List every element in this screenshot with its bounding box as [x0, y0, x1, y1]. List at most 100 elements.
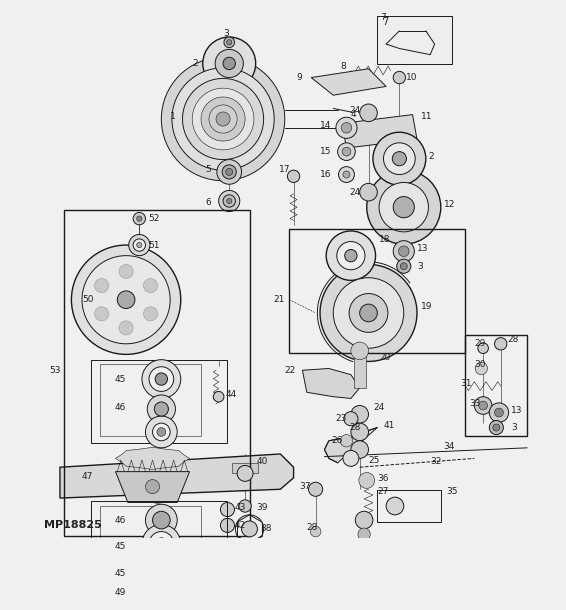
Text: 11: 11 [422, 112, 433, 121]
Circle shape [337, 242, 365, 270]
Circle shape [237, 465, 253, 481]
Circle shape [393, 241, 414, 262]
Text: 42: 42 [234, 521, 246, 530]
Circle shape [386, 497, 404, 515]
Circle shape [209, 105, 237, 133]
Circle shape [145, 479, 160, 493]
Text: 30: 30 [474, 361, 486, 370]
Circle shape [152, 423, 170, 441]
Bar [91, 501, 228, 580]
Text: 10: 10 [405, 73, 417, 82]
Circle shape [495, 408, 503, 417]
Circle shape [360, 104, 378, 121]
Text: 24: 24 [373, 403, 384, 412]
Circle shape [310, 526, 321, 537]
Bar [100, 506, 201, 576]
Polygon shape [311, 69, 386, 95]
Text: 21: 21 [273, 295, 285, 304]
Circle shape [224, 37, 234, 48]
Circle shape [495, 337, 507, 350]
Circle shape [145, 416, 177, 448]
Circle shape [201, 97, 245, 141]
Circle shape [145, 504, 177, 536]
Circle shape [223, 57, 235, 70]
Circle shape [288, 170, 300, 182]
Text: 3: 3 [511, 423, 517, 432]
Circle shape [203, 37, 256, 90]
Circle shape [71, 245, 181, 354]
Circle shape [149, 531, 174, 556]
Circle shape [152, 511, 170, 529]
Polygon shape [115, 472, 190, 503]
Circle shape [320, 265, 417, 362]
Circle shape [217, 160, 242, 184]
Text: 2: 2 [428, 152, 434, 162]
Text: 25: 25 [368, 456, 380, 465]
Text: 45: 45 [115, 569, 126, 578]
Circle shape [133, 239, 145, 251]
Circle shape [82, 256, 170, 344]
Circle shape [336, 117, 357, 138]
Circle shape [215, 49, 243, 77]
Text: 27: 27 [378, 487, 389, 497]
Circle shape [213, 392, 224, 402]
Text: 17: 17 [278, 165, 290, 174]
Text: 13: 13 [511, 406, 523, 415]
Circle shape [242, 521, 258, 537]
Text: 26: 26 [332, 436, 343, 445]
Circle shape [133, 212, 145, 225]
Bar [354, 351, 366, 388]
Circle shape [397, 259, 411, 273]
Circle shape [367, 170, 441, 244]
Circle shape [119, 321, 133, 335]
Text: 44: 44 [226, 390, 237, 400]
Text: 52: 52 [148, 214, 160, 223]
Text: 23: 23 [335, 414, 346, 423]
Circle shape [355, 511, 373, 529]
Circle shape [226, 168, 233, 176]
Text: 40: 40 [256, 458, 268, 467]
Circle shape [475, 362, 487, 375]
Text: 18: 18 [379, 235, 391, 244]
Circle shape [338, 143, 355, 160]
Bar [289, 229, 465, 353]
Text: 3: 3 [417, 262, 423, 271]
Circle shape [474, 396, 492, 414]
Circle shape [351, 423, 368, 441]
Circle shape [226, 198, 232, 204]
Circle shape [343, 171, 350, 178]
Circle shape [345, 249, 357, 262]
Circle shape [155, 373, 168, 386]
Circle shape [145, 555, 177, 587]
Circle shape [136, 242, 142, 248]
Text: 41: 41 [384, 422, 395, 430]
Bar [465, 335, 527, 436]
Circle shape [393, 71, 405, 84]
Bar [65, 210, 250, 536]
Circle shape [95, 279, 109, 293]
Text: 32: 32 [430, 456, 441, 465]
Text: 28: 28 [507, 335, 518, 344]
Circle shape [340, 434, 353, 447]
Circle shape [218, 190, 240, 212]
Text: 28: 28 [307, 523, 318, 532]
Text: 20: 20 [379, 353, 391, 362]
Circle shape [360, 184, 378, 201]
Circle shape [147, 601, 175, 610]
Bar [232, 463, 258, 473]
Circle shape [308, 482, 323, 497]
Text: 7: 7 [380, 13, 385, 22]
Text: 22: 22 [285, 366, 296, 375]
Circle shape [128, 234, 150, 256]
Circle shape [223, 195, 235, 207]
Text: 51: 51 [148, 240, 160, 249]
Circle shape [400, 263, 408, 270]
Circle shape [222, 165, 236, 179]
Circle shape [342, 147, 351, 156]
Text: 47: 47 [82, 472, 93, 481]
Circle shape [172, 68, 274, 170]
Circle shape [226, 40, 232, 45]
Text: 16: 16 [320, 170, 332, 179]
Circle shape [143, 307, 157, 321]
Text: 6: 6 [205, 198, 211, 207]
